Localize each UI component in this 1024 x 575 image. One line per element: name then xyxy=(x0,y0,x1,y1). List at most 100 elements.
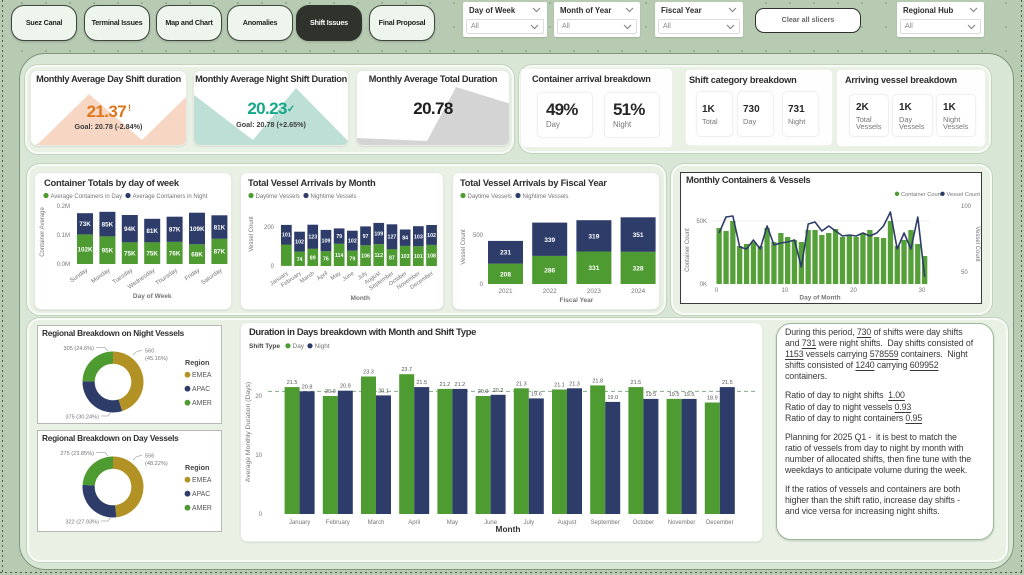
svg-text:Nightime Vessels: Nightime Vessels xyxy=(311,194,357,200)
svg-text:November: November xyxy=(668,520,696,526)
svg-text:Fiscal Year: Fiscal Year xyxy=(559,297,593,304)
svg-text:AMER: AMER xyxy=(192,400,212,407)
svg-text:January: January xyxy=(289,520,310,526)
svg-text:328: 328 xyxy=(633,265,644,272)
svg-text:103: 103 xyxy=(401,254,410,260)
svg-text:0: 0 xyxy=(271,264,275,270)
svg-text:19.5: 19.5 xyxy=(669,392,680,398)
svg-text:Container Totals by day of wee: Container Totals by day of week xyxy=(44,177,180,188)
svg-text:94K: 94K xyxy=(124,226,136,233)
svg-text:2022: 2022 xyxy=(543,288,558,295)
svg-text:Vessel Count: Vessel Count xyxy=(249,216,255,252)
svg-text:30: 30 xyxy=(919,288,926,294)
svg-text:21.3: 21.3 xyxy=(516,381,527,387)
svg-text:(48.22%): (48.22%) xyxy=(145,461,168,467)
svg-text:23.3: 23.3 xyxy=(363,370,374,376)
svg-text:89: 89 xyxy=(310,255,316,261)
svg-text:100: 100 xyxy=(961,204,972,210)
svg-text:102K: 102K xyxy=(77,247,93,254)
svg-text:20.9: 20.9 xyxy=(340,384,351,390)
svg-text:97: 97 xyxy=(363,234,369,240)
svg-text:Daytime Vessels: Daytime Vessels xyxy=(468,194,512,200)
svg-text:123: 123 xyxy=(308,235,317,241)
svg-text:21.2: 21.2 xyxy=(455,382,466,388)
svg-text:21.8: 21.8 xyxy=(592,378,603,384)
svg-text:50K: 50K xyxy=(696,219,707,225)
svg-text:20.2: 20.2 xyxy=(493,388,504,394)
svg-text:AMER: AMER xyxy=(192,505,212,512)
svg-text:2023: 2023 xyxy=(587,288,602,295)
svg-text:79: 79 xyxy=(349,256,355,262)
svg-text:Container Count: Container Count xyxy=(685,228,691,272)
svg-text:21.5: 21.5 xyxy=(631,380,642,386)
svg-text:0K: 0K xyxy=(700,282,707,288)
svg-text:87: 87 xyxy=(389,256,395,262)
svg-text:Average Monthly Duration (Days: Average Monthly Duration (Days) xyxy=(245,382,252,482)
svg-text:10: 10 xyxy=(782,288,789,294)
svg-text:103: 103 xyxy=(414,234,423,240)
svg-text:Vessel Count: Vessel Count xyxy=(974,226,980,262)
svg-text:Region: Region xyxy=(185,358,209,367)
svg-text:April: April xyxy=(408,520,420,526)
svg-text:20.0: 20.0 xyxy=(478,389,489,395)
svg-text:21.5: 21.5 xyxy=(287,380,298,386)
svg-text:20.8: 20.8 xyxy=(302,384,313,390)
svg-text:July: July xyxy=(357,271,369,282)
svg-text:Vessel Count: Vessel Count xyxy=(947,192,981,198)
svg-text:Month: Month xyxy=(496,524,521,534)
svg-text:21.5: 21.5 xyxy=(722,380,733,386)
svg-text:September: September xyxy=(591,520,620,526)
svg-text:0.2M: 0.2M xyxy=(57,204,70,210)
svg-text:101: 101 xyxy=(414,254,423,260)
svg-text:19.6: 19.6 xyxy=(531,391,542,397)
svg-text:231: 231 xyxy=(500,250,511,257)
svg-text:556: 556 xyxy=(145,454,154,460)
svg-text:Friday: Friday xyxy=(184,268,201,282)
svg-text:2024: 2024 xyxy=(631,288,646,295)
svg-text:July: July xyxy=(523,520,534,526)
svg-text:December: December xyxy=(706,520,734,526)
svg-text:81K: 81K xyxy=(214,224,226,231)
svg-text:305 (24.6%): 305 (24.6%) xyxy=(64,346,95,352)
svg-text:Thursday: Thursday xyxy=(155,268,179,287)
svg-text:76K: 76K xyxy=(169,250,181,257)
svg-text:109: 109 xyxy=(374,232,383,238)
svg-text:20: 20 xyxy=(255,394,262,400)
svg-text:Day of Week: Day of Week xyxy=(133,293,172,300)
svg-text:108: 108 xyxy=(427,253,436,259)
svg-text:Shift Type: Shift Type xyxy=(249,343,280,350)
svg-text:68K: 68K xyxy=(191,251,203,258)
svg-text:87K: 87K xyxy=(214,249,226,256)
svg-text:Day: Day xyxy=(293,343,305,350)
svg-text:102: 102 xyxy=(427,233,436,239)
svg-text:May: May xyxy=(447,520,458,526)
svg-text:101: 101 xyxy=(282,233,291,239)
svg-text:APAC: APAC xyxy=(192,491,210,498)
svg-text:50: 50 xyxy=(961,270,968,276)
svg-text:286: 286 xyxy=(544,267,555,274)
svg-text:Day of Month: Day of Month xyxy=(799,295,840,302)
svg-text:February: February xyxy=(326,520,350,526)
svg-text:April: April xyxy=(316,271,329,283)
svg-text:79: 79 xyxy=(336,234,342,240)
svg-text:June: June xyxy=(484,520,498,526)
svg-text:June: June xyxy=(342,271,356,283)
svg-text:19.5: 19.5 xyxy=(646,392,657,398)
svg-text:500: 500 xyxy=(473,233,484,239)
svg-text:21.1: 21.1 xyxy=(554,383,565,389)
svg-text:Total Vessel Arrivals by Month: Total Vessel Arrivals by Month xyxy=(248,177,376,188)
svg-text:0: 0 xyxy=(259,512,263,518)
svg-text:322 (27.93%): 322 (27.93%) xyxy=(65,520,99,526)
svg-text:20.0: 20.0 xyxy=(325,389,336,395)
svg-text:0.1M: 0.1M xyxy=(57,233,70,239)
svg-text:200: 200 xyxy=(264,225,275,231)
svg-text:76: 76 xyxy=(323,257,329,263)
svg-text:March: March xyxy=(299,271,316,285)
svg-text:331: 331 xyxy=(588,265,599,272)
svg-text:Vessel Count: Vessel Count xyxy=(461,229,467,265)
svg-text:87K: 87K xyxy=(169,227,181,234)
svg-text:19.0: 19.0 xyxy=(607,395,618,401)
svg-text:74: 74 xyxy=(297,257,303,263)
svg-text:0: 0 xyxy=(715,288,719,294)
svg-text:319: 319 xyxy=(588,233,599,240)
